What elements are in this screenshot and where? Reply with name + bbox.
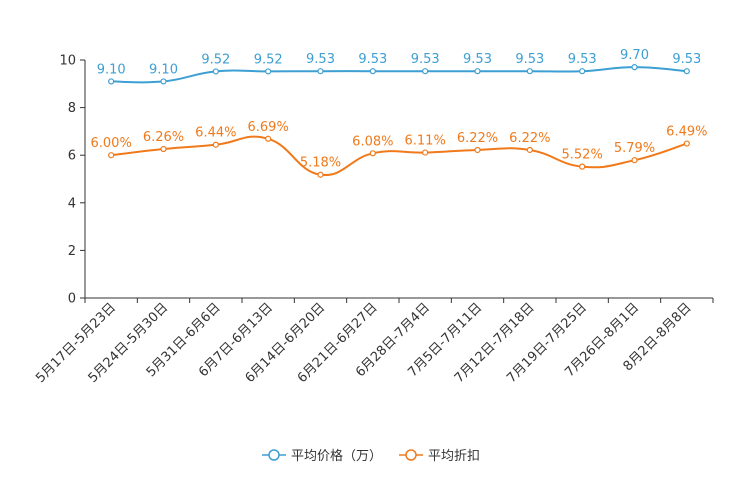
data-label: 9.70	[620, 48, 649, 63]
series-1: 9.10 9.10 9.52 9.52 9.53 9.53 9.53 9.53 9.53 9.53…	[97, 48, 701, 85]
data-label: 5.52%	[562, 148, 603, 163]
data-label: 9.52	[201, 52, 230, 67]
data-point[interactable]	[631, 64, 638, 71]
data-label: 9.53	[515, 52, 544, 67]
data-label: 9.53	[306, 52, 335, 67]
legend[interactable]: 平均价格（万） 平均折扣	[262, 448, 480, 464]
y-tick-label: 2	[68, 244, 76, 259]
legend-label: 平均折扣	[428, 449, 480, 464]
data-label: 6.11%	[405, 134, 446, 149]
legend-marker	[405, 449, 417, 461]
data-label: 6.08%	[352, 134, 393, 149]
y-tick-label: 6	[68, 149, 76, 164]
data-label: 9.53	[411, 52, 440, 67]
data-point[interactable]	[422, 68, 429, 75]
data-label: 6.49%	[666, 125, 707, 140]
series-2: 6.00% 6.26% 6.44% 6.69% 5.18% 6.08% 6.11% 6.22%…	[91, 120, 707, 178]
y-tick-label: 10	[59, 54, 76, 69]
data-point[interactable]	[265, 68, 272, 75]
series-group: 9.10 9.10 9.52 9.52 9.53 9.53 9.53 9.53 9.53 9.53…	[91, 48, 707, 178]
data-point[interactable]	[683, 68, 690, 75]
data-point[interactable]	[160, 78, 167, 85]
data-label: 5.79%	[614, 141, 655, 156]
data-point[interactable]	[474, 146, 481, 154]
data-label: 6.44%	[195, 126, 236, 141]
data-point[interactable]	[369, 150, 376, 157]
data-label: 9.10	[97, 62, 126, 77]
data-label: 9.53	[358, 52, 387, 67]
y-tick-label: 8	[68, 101, 76, 116]
data-point[interactable]	[317, 68, 324, 75]
data-label: 9.53	[463, 52, 492, 67]
data-point[interactable]	[579, 68, 586, 75]
y-tick-label: 0	[68, 292, 76, 307]
legend-label: 平均价格（万）	[291, 448, 382, 464]
data-label: 9.52	[254, 52, 283, 67]
data-label: 6.22%	[509, 131, 550, 146]
data-label: 9.10	[149, 62, 178, 77]
y-tick-label: 4	[68, 196, 76, 211]
data-point[interactable]	[631, 157, 638, 164]
data-label: 9.53	[672, 52, 701, 67]
data-point[interactable]	[108, 78, 115, 85]
axes: 02468105月17日-5月23日5月24日-5月30日5月31日-6月6日6…	[33, 54, 714, 386]
data-label: 6.69%	[248, 120, 289, 135]
data-point[interactable]	[579, 163, 586, 170]
data-point[interactable]	[212, 68, 219, 75]
data-label: 9.53	[568, 52, 597, 67]
data-label: 6.00%	[91, 136, 132, 151]
legend-item-2[interactable]: 平均折扣	[399, 449, 480, 464]
data-label: 5.18%	[300, 156, 341, 171]
data-point[interactable]	[474, 68, 481, 75]
data-point[interactable]	[265, 135, 272, 142]
data-point[interactable]	[683, 140, 690, 147]
data-label: 6.22%	[457, 131, 498, 146]
legend-marker	[268, 449, 280, 461]
data-point[interactable]	[526, 146, 533, 154]
data-label: 6.26%	[143, 130, 184, 145]
data-point[interactable]	[369, 68, 376, 75]
data-point[interactable]	[317, 171, 324, 178]
data-point[interactable]	[160, 145, 167, 153]
legend-item-1[interactable]: 平均价格（万）	[262, 448, 382, 464]
data-point[interactable]	[526, 68, 533, 75]
data-point[interactable]	[212, 141, 219, 148]
data-point[interactable]	[422, 149, 429, 156]
data-point[interactable]	[108, 152, 115, 159]
series-line	[111, 66, 687, 84]
